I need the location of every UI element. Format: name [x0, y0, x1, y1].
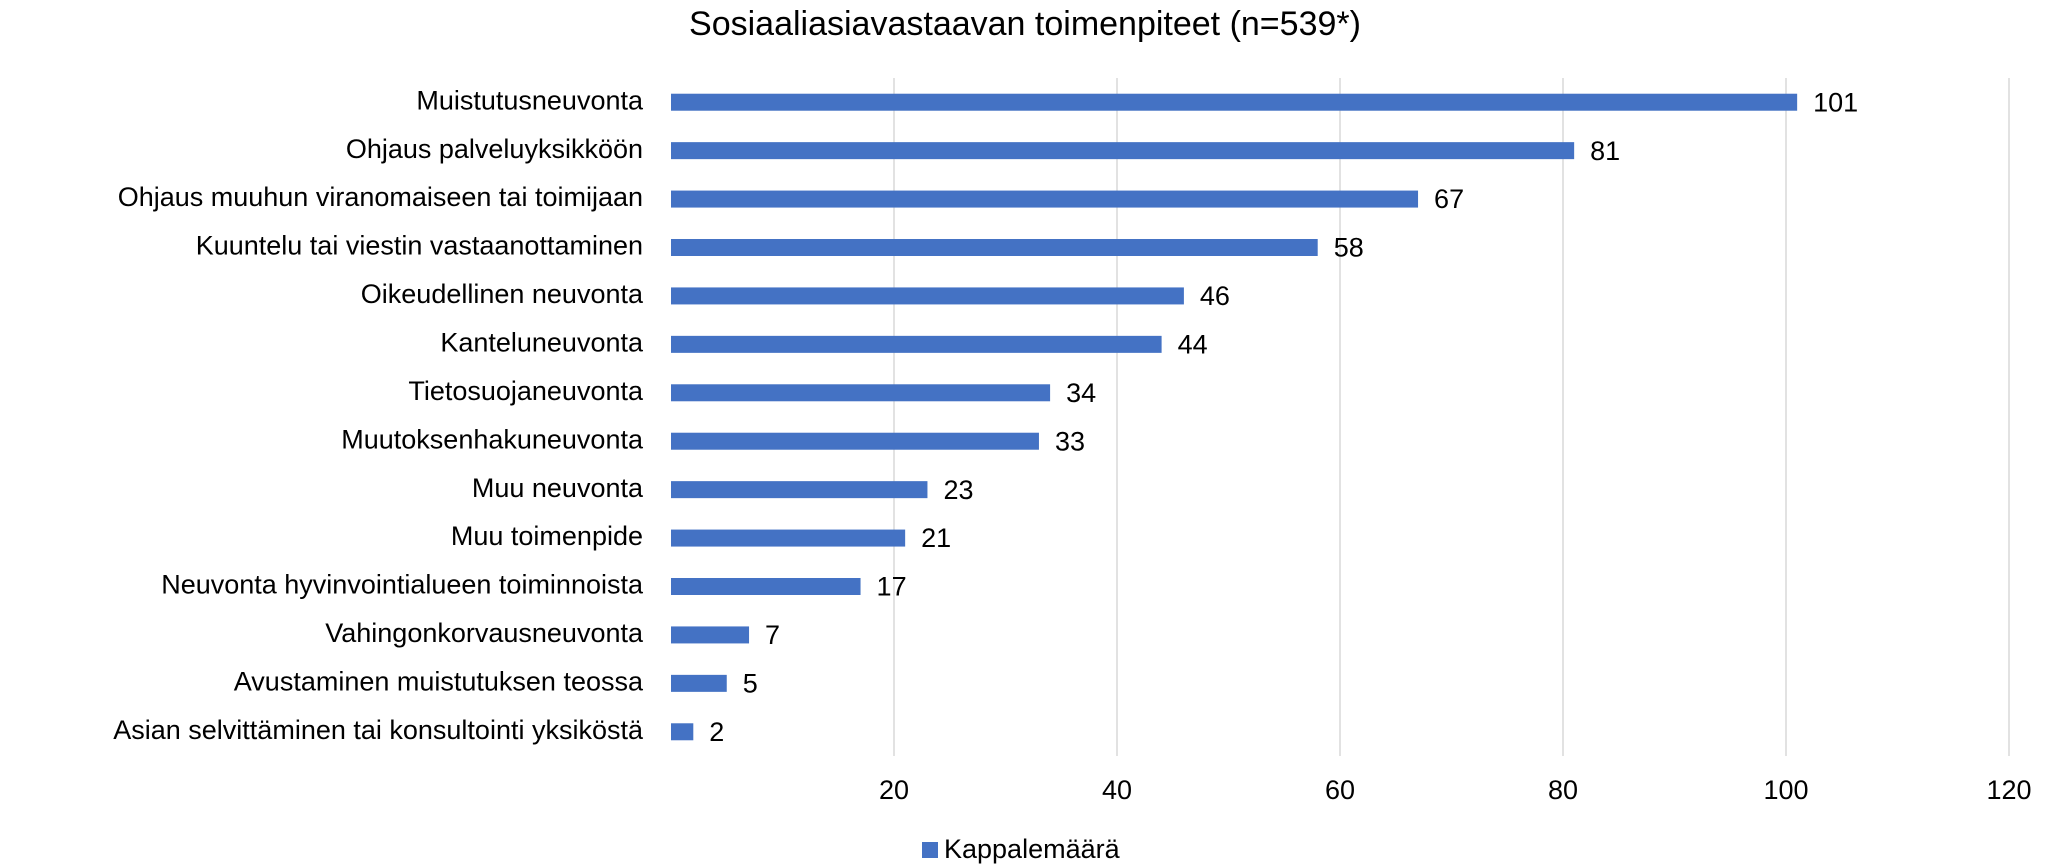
y-tick-label: Tietosuojaneuvonta — [408, 376, 644, 406]
data-label: 23 — [943, 475, 973, 505]
bar — [671, 674, 727, 692]
data-label: 58 — [1334, 233, 1364, 263]
data-label: 7 — [765, 620, 780, 650]
bar — [671, 239, 1318, 256]
y-tick-label: Vahingonkorvausneuvonta — [325, 618, 644, 648]
bar — [671, 93, 1798, 111]
bar — [671, 626, 750, 644]
y-tick-label: Oikeudellinen neuvonta — [361, 279, 644, 309]
data-label: 46 — [1200, 281, 1230, 311]
x-tick-label: 100 — [1763, 775, 1808, 805]
data-label: 67 — [1434, 184, 1464, 214]
y-tick-label: Muu toimenpide — [451, 521, 643, 551]
bar — [671, 432, 1039, 450]
x-tick-label: 20 — [879, 775, 909, 805]
bar — [671, 481, 928, 499]
legend-swatch — [922, 842, 938, 858]
y-tick-label: Kanteluneuvonta — [440, 327, 644, 357]
y-tick-label: Muistutusneuvonta — [416, 85, 644, 115]
y-tick-label: Muutoksenhakuneuvonta — [341, 424, 644, 454]
y-tick-label: Neuvonta hyvinvointialueen toiminnoista — [161, 570, 644, 600]
x-tick-label: 80 — [1548, 775, 1578, 805]
bar — [671, 384, 1051, 402]
y-tick-label: Ohjaus muuhun viranomaiseen tai toimijaa… — [118, 182, 643, 212]
data-label: 101 — [1813, 87, 1858, 117]
data-label: 5 — [743, 668, 758, 698]
data-label: 34 — [1066, 378, 1096, 408]
bar — [671, 335, 1162, 353]
y-tick-label: Kuuntelu tai viestin vastaanottaminen — [196, 231, 643, 261]
legend-label: Kappalemäärä — [944, 834, 1121, 864]
y-tick-label: Avustaminen muistutuksen teossa — [234, 666, 644, 696]
bar — [671, 578, 861, 595]
bar — [671, 142, 1575, 160]
x-tick-label: 120 — [1986, 775, 2031, 805]
y-tick-label: Ohjaus palveluyksikköön — [346, 134, 643, 164]
data-label: 44 — [1178, 329, 1208, 359]
data-label: 81 — [1590, 136, 1620, 166]
x-tick-label: 40 — [1102, 775, 1132, 805]
y-tick-label: Muu neuvonta — [472, 473, 644, 503]
bar — [671, 723, 694, 741]
chart-title: Sosiaaliasiavastaavan toimenpiteet (n=53… — [689, 5, 1361, 43]
y-tick-label: Asian selvittäminen tai konsultointi yks… — [113, 715, 644, 745]
data-label: 17 — [877, 572, 907, 602]
data-label: 33 — [1055, 426, 1085, 456]
x-tick-label: 60 — [1325, 775, 1355, 805]
bar — [671, 287, 1184, 305]
bar — [671, 190, 1419, 208]
data-label: 21 — [921, 523, 951, 553]
data-label: 2 — [709, 717, 724, 747]
bar — [671, 529, 906, 547]
